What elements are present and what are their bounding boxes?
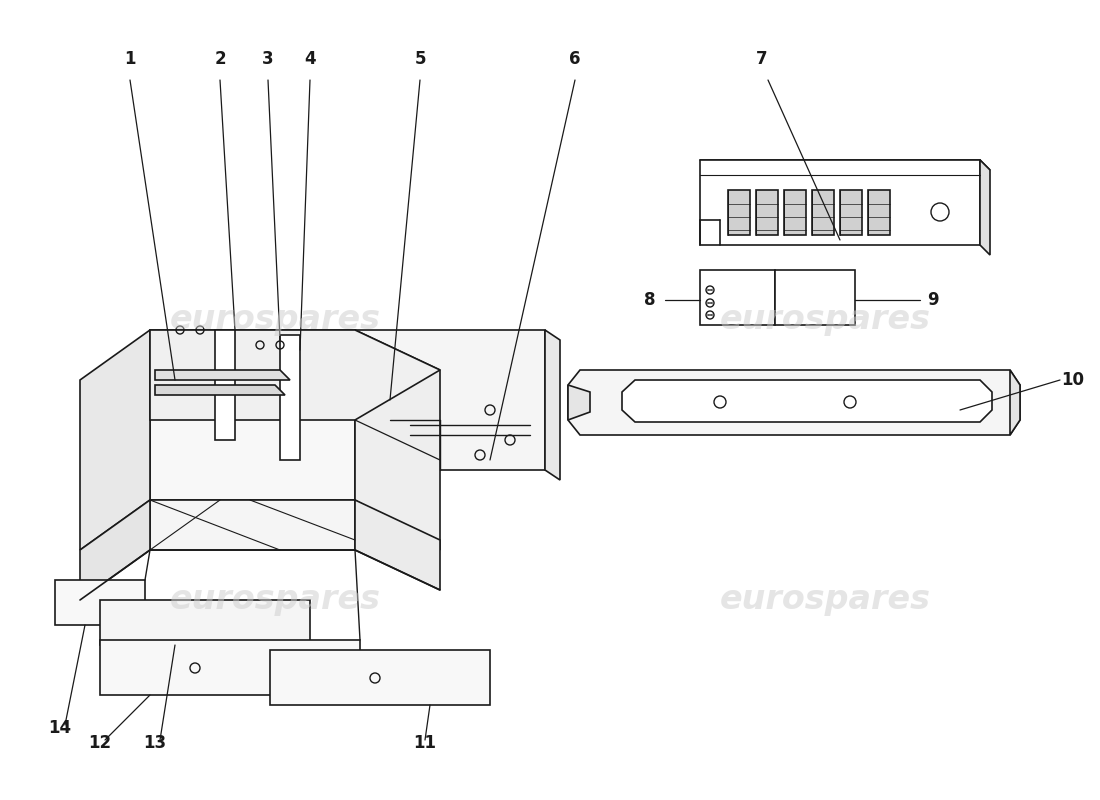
- Polygon shape: [155, 370, 290, 380]
- Text: 3: 3: [262, 50, 274, 68]
- Text: 6: 6: [570, 50, 581, 68]
- Text: eurospares: eurospares: [169, 303, 381, 337]
- Polygon shape: [80, 330, 150, 550]
- Text: 11: 11: [414, 734, 437, 752]
- Polygon shape: [568, 370, 1020, 435]
- Polygon shape: [621, 380, 992, 422]
- Text: eurospares: eurospares: [719, 303, 931, 337]
- Text: 8: 8: [645, 291, 656, 309]
- Polygon shape: [150, 330, 440, 420]
- Text: 5: 5: [415, 50, 426, 68]
- Text: 9: 9: [927, 291, 938, 309]
- Text: 13: 13: [143, 734, 166, 752]
- Text: eurospares: eurospares: [169, 583, 381, 617]
- Polygon shape: [280, 335, 300, 460]
- Polygon shape: [700, 270, 776, 325]
- Text: 1: 1: [124, 50, 135, 68]
- Polygon shape: [100, 640, 360, 695]
- Polygon shape: [868, 190, 890, 235]
- Polygon shape: [728, 190, 750, 235]
- Polygon shape: [784, 190, 806, 235]
- Polygon shape: [568, 385, 590, 420]
- Polygon shape: [980, 160, 990, 255]
- Text: 10: 10: [1062, 371, 1085, 389]
- Polygon shape: [700, 160, 980, 245]
- Polygon shape: [55, 580, 145, 625]
- Polygon shape: [1010, 370, 1020, 435]
- Polygon shape: [355, 330, 440, 550]
- Polygon shape: [150, 330, 355, 500]
- Polygon shape: [270, 650, 490, 705]
- Polygon shape: [155, 385, 285, 395]
- Polygon shape: [544, 330, 560, 480]
- Polygon shape: [840, 190, 862, 235]
- Polygon shape: [80, 500, 150, 600]
- Polygon shape: [756, 190, 778, 235]
- Polygon shape: [100, 600, 310, 645]
- Polygon shape: [214, 330, 235, 440]
- Polygon shape: [700, 160, 990, 170]
- Text: eurospares: eurospares: [719, 583, 931, 617]
- Text: 4: 4: [305, 50, 316, 68]
- Text: 12: 12: [88, 734, 111, 752]
- Text: 2: 2: [214, 50, 225, 68]
- Polygon shape: [355, 500, 440, 590]
- Polygon shape: [776, 270, 855, 325]
- Polygon shape: [150, 500, 355, 550]
- Polygon shape: [355, 330, 544, 470]
- Polygon shape: [812, 190, 834, 235]
- Text: 14: 14: [48, 719, 72, 737]
- Text: 7: 7: [756, 50, 768, 68]
